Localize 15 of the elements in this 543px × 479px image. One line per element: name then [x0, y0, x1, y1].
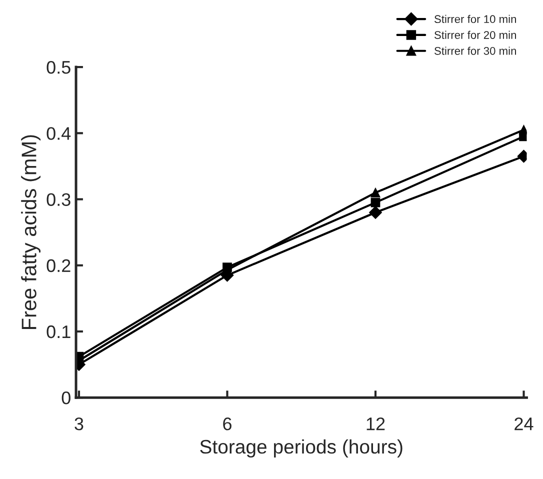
x-tick-label: 6: [223, 417, 232, 430]
y-tick-label: 0.4: [46, 127, 71, 140]
y-tick-label: 0.1: [46, 325, 70, 338]
legend-label: Stirrer for 30 min: [434, 46, 516, 55]
x-axis-title: Storage periods (hours): [200, 439, 402, 458]
x-tick-label: 24: [514, 417, 534, 430]
y-tick-label: 0.2: [46, 259, 70, 272]
legend-label: Stirrer for 20 min: [434, 30, 516, 39]
x-tick-label: 3: [74, 417, 84, 430]
legend-label: Stirrer for 10 min: [434, 14, 516, 24]
y-tick-label: 0.5: [46, 60, 70, 74]
y-tick-label: 0: [62, 392, 70, 404]
y-axis-title: Free fatty acids (mM): [21, 135, 41, 329]
x-tick-label: 12: [366, 417, 385, 430]
y-tick-label: 0.3: [46, 193, 70, 206]
